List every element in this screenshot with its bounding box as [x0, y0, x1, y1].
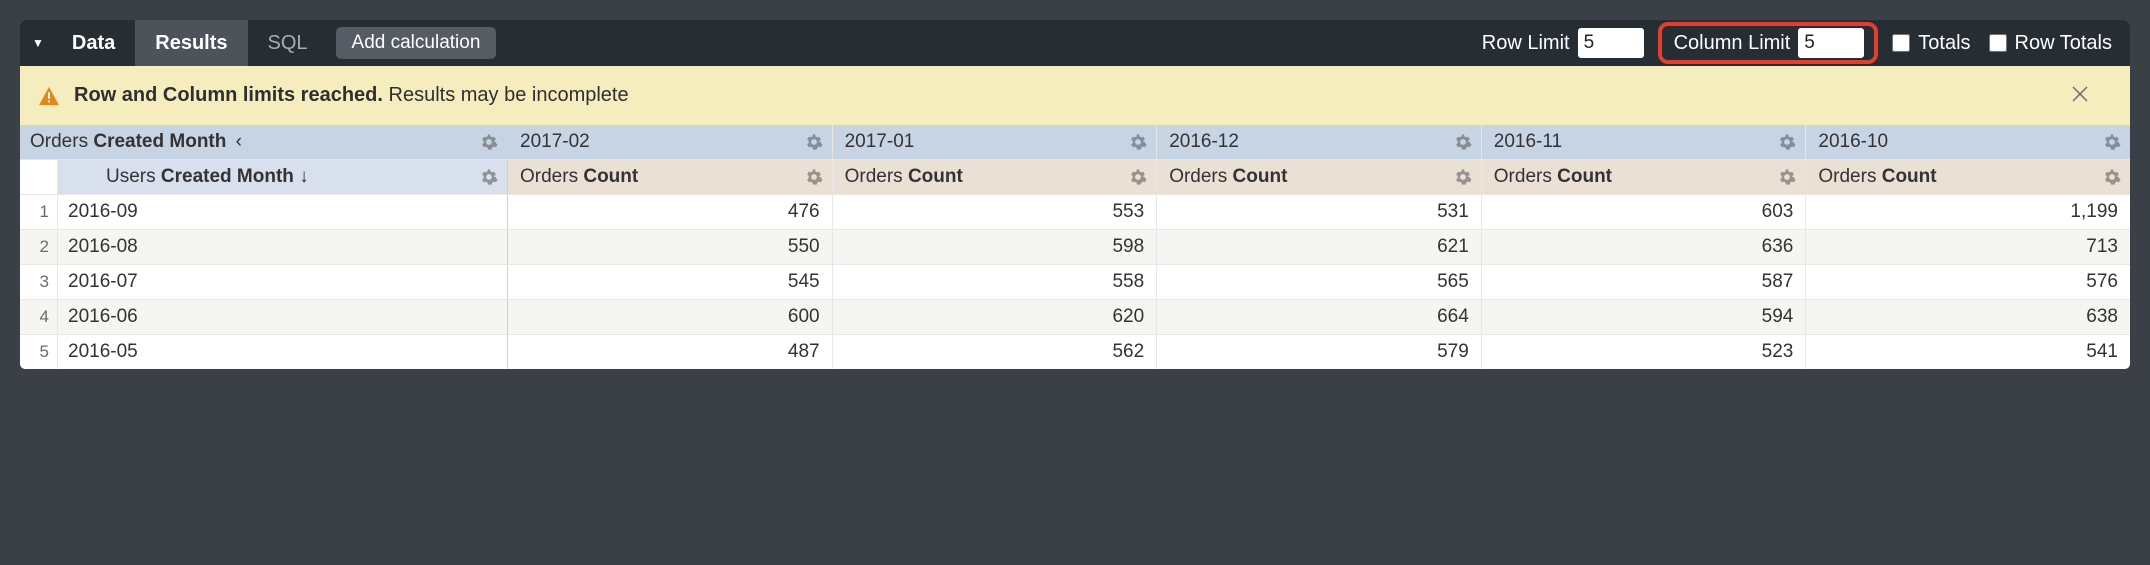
data-cell[interactable]: 664	[1157, 300, 1482, 334]
pivot-column-header[interactable]: 2016-11	[1482, 125, 1807, 159]
pivot-column-header[interactable]: 2016-12	[1157, 125, 1482, 159]
row-label[interactable]: 2016-06	[58, 300, 508, 334]
data-cell[interactable]: 587	[1482, 265, 1807, 299]
data-label[interactable]: Data	[52, 20, 135, 66]
row-label[interactable]: 2016-07	[58, 265, 508, 299]
chevron-left-icon: ‹	[236, 131, 242, 152]
gear-icon[interactable]	[804, 132, 824, 152]
warning-banner: Row and Column limits reached. Results m…	[20, 66, 2130, 125]
totals-label: Totals	[1918, 32, 1970, 55]
gear-icon[interactable]	[1128, 167, 1148, 187]
table-row: 12016-094765535316031,199	[20, 194, 2130, 229]
gear-icon[interactable]	[2102, 167, 2122, 187]
sub-dimension-header[interactable]: Users Created Month ↓	[58, 160, 508, 194]
gear-icon[interactable]	[479, 132, 499, 152]
row-limit-group: Row Limit	[1482, 28, 1644, 58]
column-limit-input[interactable]	[1798, 28, 1864, 58]
data-cell[interactable]: 594	[1482, 300, 1807, 334]
results-table: Orders Created Month ‹ 2017-022017-01201…	[20, 125, 2130, 369]
row-number-header	[20, 160, 58, 194]
row-limit-input[interactable]	[1578, 28, 1644, 58]
row-number: 1	[20, 195, 58, 229]
pivot-dimension-header[interactable]: Orders Created Month ‹	[20, 125, 508, 159]
row-number: 3	[20, 265, 58, 299]
gear-icon[interactable]	[2102, 132, 2122, 152]
gear-icon[interactable]	[479, 167, 499, 187]
measure-header-row: Users Created Month ↓ Orders CountOrders…	[20, 159, 2130, 194]
data-cell[interactable]: 621	[1157, 230, 1482, 264]
row-label[interactable]: 2016-08	[58, 230, 508, 264]
table-row: 52016-05487562579523541	[20, 334, 2130, 369]
table-row: 32016-07545558565587576	[20, 264, 2130, 299]
gear-icon[interactable]	[1453, 132, 1473, 152]
column-limit-highlight: Column Limit	[1658, 22, 1879, 64]
gear-icon[interactable]	[804, 167, 824, 187]
sort-desc-icon: ↓	[299, 166, 309, 187]
data-cell[interactable]: 565	[1157, 265, 1482, 299]
data-cell[interactable]: 603	[1482, 195, 1807, 229]
gear-icon[interactable]	[1128, 132, 1148, 152]
row-totals-checkbox-group[interactable]: Row Totals	[1989, 32, 2112, 55]
totals-checkbox-group[interactable]: Totals	[1892, 32, 1970, 55]
measure-column-header[interactable]: Orders Count	[1482, 160, 1807, 194]
measure-column-header[interactable]: Orders Count	[833, 160, 1158, 194]
data-cell[interactable]: 600	[508, 300, 833, 334]
data-cell[interactable]: 523	[1482, 335, 1807, 369]
data-cell[interactable]: 487	[508, 335, 833, 369]
pivot-header-row: Orders Created Month ‹ 2017-022017-01201…	[20, 125, 2130, 159]
data-cell[interactable]: 713	[1806, 230, 2130, 264]
data-cell[interactable]: 638	[1806, 300, 2130, 334]
warning-close-button[interactable]	[2062, 76, 2112, 115]
warning-bold: Row and Column limits reached.	[74, 84, 383, 106]
data-cell[interactable]: 579	[1157, 335, 1482, 369]
toolbar: ▼ Data Results SQL Add calculation Row L…	[20, 20, 2130, 66]
data-cell[interactable]: 550	[508, 230, 833, 264]
table-row: 42016-06600620664594638	[20, 299, 2130, 334]
pivot-column-header[interactable]: 2017-02	[508, 125, 833, 159]
tab-results[interactable]: Results	[135, 20, 247, 66]
table-row: 22016-08550598621636713	[20, 229, 2130, 264]
row-totals-checkbox[interactable]	[1989, 34, 2007, 52]
data-cell[interactable]: 541	[1806, 335, 2130, 369]
gear-icon[interactable]	[1777, 132, 1797, 152]
data-cell[interactable]: 1,199	[1806, 195, 2130, 229]
measure-column-header[interactable]: Orders Count	[508, 160, 833, 194]
warning-icon	[38, 86, 60, 106]
data-cell[interactable]: 636	[1482, 230, 1807, 264]
data-cell[interactable]: 562	[833, 335, 1158, 369]
row-label[interactable]: 2016-05	[58, 335, 508, 369]
row-label[interactable]: 2016-09	[58, 195, 508, 229]
data-cell[interactable]: 558	[833, 265, 1158, 299]
gear-icon[interactable]	[1453, 167, 1473, 187]
data-cell[interactable]: 576	[1806, 265, 2130, 299]
pivot-column-header[interactable]: 2017-01	[833, 125, 1158, 159]
data-cell[interactable]: 476	[508, 195, 833, 229]
measure-column-header[interactable]: Orders Count	[1157, 160, 1482, 194]
gear-icon[interactable]	[1777, 167, 1797, 187]
column-limit-label: Column Limit	[1674, 32, 1791, 55]
warning-text: Results may be incomplete	[389, 84, 629, 106]
data-cell[interactable]: 531	[1157, 195, 1482, 229]
tab-sql[interactable]: SQL	[248, 20, 328, 66]
measure-column-header[interactable]: Orders Count	[1806, 160, 2130, 194]
data-cell[interactable]: 620	[833, 300, 1158, 334]
close-icon	[2070, 84, 2090, 104]
pivot-column-header[interactable]: 2016-10	[1806, 125, 2130, 159]
totals-checkbox[interactable]	[1892, 34, 1910, 52]
data-cell[interactable]: 545	[508, 265, 833, 299]
data-cell[interactable]: 598	[833, 230, 1158, 264]
row-number: 2	[20, 230, 58, 264]
row-limit-label: Row Limit	[1482, 32, 1570, 55]
data-cell[interactable]: 553	[833, 195, 1158, 229]
row-number: 5	[20, 335, 58, 369]
add-calculation-button[interactable]: Add calculation	[336, 27, 497, 59]
row-totals-label: Row Totals	[2015, 32, 2112, 55]
collapse-caret-icon[interactable]: ▼	[32, 36, 44, 50]
row-number: 4	[20, 300, 58, 334]
